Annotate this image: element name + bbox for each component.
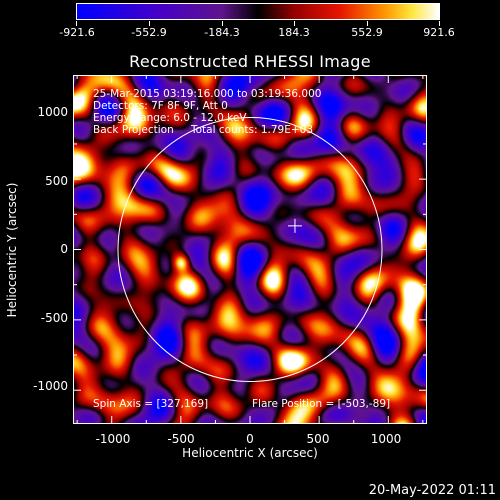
x-axis-label: Heliocentric X (arcsec) xyxy=(182,446,318,460)
colorbar-label-2: -552.9 xyxy=(131,26,167,39)
footer-date: 20-May-2022 01:11 xyxy=(368,483,496,498)
ytick-label: 0 xyxy=(60,242,68,256)
xtick-label: 1000 xyxy=(370,432,402,446)
colorbar-label-1: -921.6 xyxy=(59,26,95,39)
time-range-text: 25-Mar-2015 03:19:16.000 to 03:19:36.000 xyxy=(93,88,322,100)
image-title: Reconstructed RHESSI Image xyxy=(129,52,371,71)
ytick-label: -500 xyxy=(40,311,68,325)
method-text: Back Projection xyxy=(93,124,174,136)
plot-overlay xyxy=(117,117,383,382)
xtick-label: 500 xyxy=(306,432,330,446)
xtick-label: 0 xyxy=(246,432,254,446)
plot-area: 25-Mar-2015 03:19:16.000 to 03:19:36.000… xyxy=(73,75,427,424)
ytick-label: 500 xyxy=(45,174,68,188)
ytick-label: -1000 xyxy=(33,379,68,393)
colorbar-label-4: 184.3 xyxy=(278,26,310,39)
xtick-label: -500 xyxy=(167,432,195,446)
colorbar-label-5: 552.9 xyxy=(351,26,383,39)
y-axis-label: Heliocentric Y (arcsec) xyxy=(5,182,19,318)
colorbar xyxy=(76,3,440,20)
flare-position-text: Flare Position = [-503,-89] xyxy=(252,398,391,410)
colorbar-label-6: 921.6 xyxy=(423,26,455,39)
solar-limb-circle xyxy=(117,117,383,382)
xtick-label: -1000 xyxy=(95,432,131,446)
energy-range-text: Energy Range: 6.0 - 12.0 keV xyxy=(93,112,247,124)
rhessi-image-map xyxy=(74,76,426,423)
ytick-label: 1000 xyxy=(37,105,68,119)
spin-axis-text: Spin Axis = [327,169] xyxy=(93,398,209,410)
colorbar-label-3: -184.3 xyxy=(204,26,240,39)
total-counts-text: Total counts: 1.79E+03 xyxy=(191,124,314,136)
detectors-text: Detectors: 7F 8F 9F, Att 0 xyxy=(93,100,228,112)
